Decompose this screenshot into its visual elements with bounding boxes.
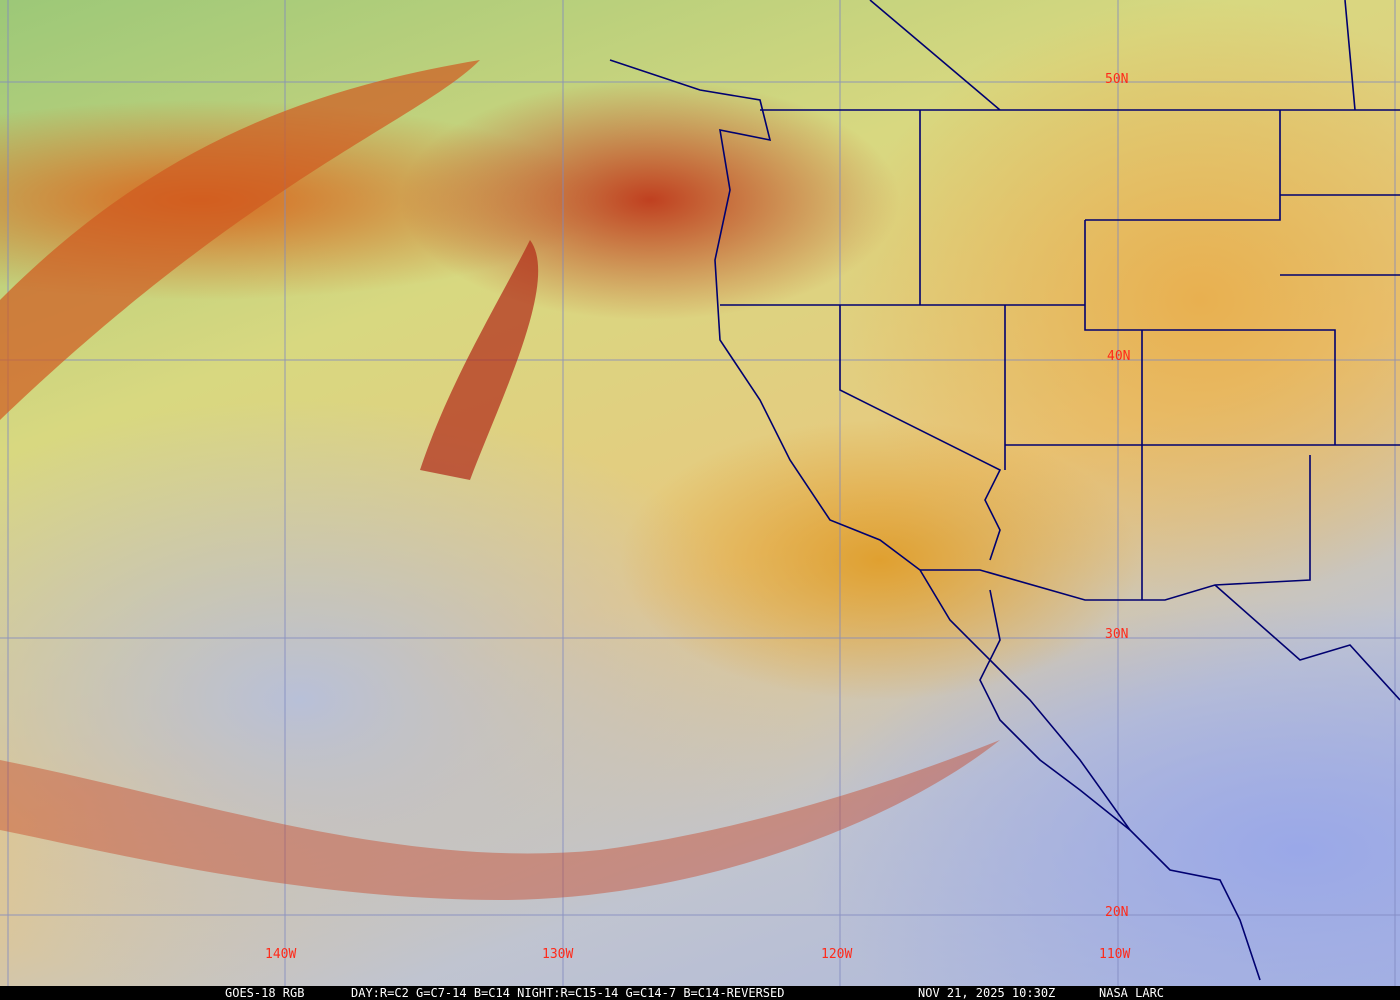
timestamp: NOV 21, 2025 10:30Z: [918, 986, 1056, 1000]
cloud-band: [0, 60, 1000, 900]
image-caption-bar: GOES-18 RGB DAY:R=C2 G=C7-14 B=C14 NIGHT…: [0, 986, 1400, 1000]
latitude-label: 50N: [1105, 72, 1129, 87]
satellite-name: GOES-18 RGB: [225, 986, 305, 1000]
credit: NASA LARC: [1099, 986, 1165, 1000]
rgb-recipe: DAY:R=C2 G=C7-14 B=C14 NIGHT:R=C15-14 G=…: [351, 986, 785, 1000]
longitude-label: 110W: [1099, 947, 1131, 962]
longitude-label: 120W: [821, 947, 853, 962]
latitude-label: 40N: [1107, 349, 1131, 364]
longitude-label: 140W: [265, 947, 297, 962]
longitude-label: 130W: [542, 947, 574, 962]
latitude-label: 30N: [1105, 627, 1129, 642]
coastline-and-borders: [609, 0, 1400, 981]
latitude-label: 20N: [1105, 905, 1129, 920]
